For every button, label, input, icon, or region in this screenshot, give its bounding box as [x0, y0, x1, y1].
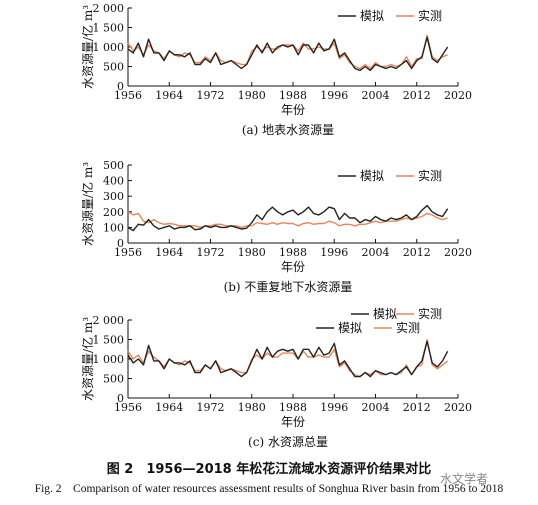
x-tick-label: 1980: [238, 89, 266, 102]
x-tick-label: 1964: [155, 89, 183, 102]
legend-label: 模拟: [373, 307, 397, 321]
x-axis-label: 年份: [281, 103, 305, 117]
x-tick-label: 1972: [197, 246, 225, 259]
series-line: [127, 340, 449, 378]
legend-label: 实测: [418, 306, 442, 321]
x-tick-label: 1972: [197, 401, 225, 414]
x-tick-label: 1964: [155, 246, 183, 259]
x-tick-label: 1956: [114, 246, 142, 259]
y-axis-label: 水资源量/亿 m³: [80, 162, 95, 246]
y-axis-label: 水资源量/亿 m³: [80, 317, 95, 401]
y-tick-label: 500: [103, 373, 124, 386]
y-tick-label: 2 000: [93, 2, 125, 15]
panel-caption: (a) 地表水资源量: [242, 123, 334, 137]
panel-a: 0 500 1 000 1 500 2 000 1956 1964 1972 1980 1988 1…: [80, 2, 472, 137]
legend-label: 模拟: [360, 169, 384, 183]
x-tick-label: 2012: [403, 401, 431, 414]
y-tick-label: 1 000: [93, 41, 125, 54]
panel-caption: (c) 水资源总量: [248, 435, 328, 449]
x-tick-label: 2004: [362, 246, 390, 259]
x-tick-label: 2020: [444, 89, 472, 102]
x-tick-label: 1964: [155, 401, 183, 414]
x-tick-label: 1988: [279, 89, 307, 102]
x-tick-label: 1988: [279, 246, 307, 259]
x-tick-label: 2020: [444, 246, 472, 259]
series-line: [127, 211, 448, 229]
legend-label: 模拟: [338, 321, 362, 335]
y-tick-label: 100: [103, 221, 124, 234]
y-tick-label: 0: [117, 237, 124, 250]
y-tick-label: 1 500: [93, 22, 125, 35]
y-axis-label: 水资源量/亿 m³: [80, 5, 95, 89]
y-tick-label: 300: [103, 190, 124, 203]
y-tick-label: 500: [103, 61, 124, 74]
x-axis-label: 年份: [281, 415, 305, 429]
legend-label: 实测: [418, 8, 442, 23]
series-line: [127, 36, 449, 72]
x-tick-label: 1956: [114, 401, 142, 414]
y-tick-label: 2 000: [93, 314, 125, 327]
y-tick-label: 200: [103, 206, 124, 219]
panel-caption: (b) 不重复地下水资源量: [224, 280, 353, 294]
figure-caption-cn: 图 2 1956—2018 年松花江流域水资源评价结果对比: [106, 462, 432, 477]
watermark-text: 水文学者: [440, 472, 489, 486]
x-tick-label: 2012: [403, 89, 431, 102]
x-tick-label: 2004: [362, 401, 390, 414]
figure-caption-en: Fig. 2 Comparison of water resources ass…: [34, 483, 504, 495]
y-tick-label: 0: [117, 80, 124, 93]
legend-label: 实测: [418, 168, 442, 183]
x-tick-label: 2004: [362, 89, 390, 102]
y-tick-label: 1 000: [93, 353, 125, 366]
series-line: [127, 204, 449, 232]
x-tick-label: 1996: [320, 246, 348, 259]
x-tick-label: 1996: [320, 89, 348, 102]
x-tick-label: 1956: [114, 89, 142, 102]
panel-c: 0 500 1 000 1 500 2 000 1956 1964 1972 1980 1988 1…: [80, 306, 472, 449]
x-tick-label: 2020: [444, 401, 472, 414]
x-tick-label: 1996: [320, 401, 348, 414]
x-tick-label: 2012: [403, 246, 431, 259]
x-tick-label: 1980: [238, 401, 266, 414]
panel-b: 0 100 200 300 400 500 1956 1964 1972 1980 1988 1996…: [80, 159, 472, 294]
y-tick-label: 1 500: [93, 334, 125, 347]
x-tick-label: 1972: [197, 89, 225, 102]
series-line: [127, 34, 448, 70]
y-tick-label: 400: [103, 175, 124, 188]
y-tick-label: 0: [117, 392, 124, 405]
x-axis-label: 年份: [281, 260, 305, 274]
x-tick-label: 1988: [279, 401, 307, 414]
y-tick-label: 500: [103, 159, 124, 172]
legend-label: 模拟: [360, 9, 384, 23]
legend-label: 实测: [396, 320, 420, 335]
x-tick-label: 1980: [238, 246, 266, 259]
